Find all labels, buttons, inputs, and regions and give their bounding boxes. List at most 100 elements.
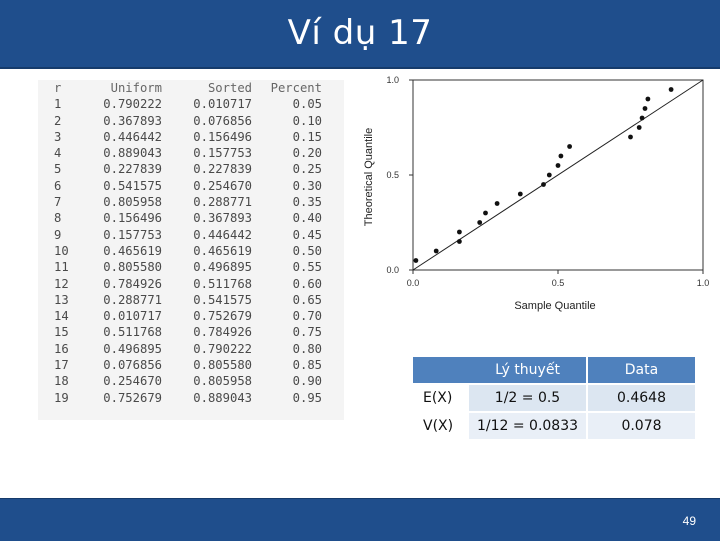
cell-percent: 0.20 [292, 146, 322, 161]
uniform-data-table: r Uniform Sorted Percent 1 0.790222 0.0107… [38, 80, 322, 406]
table-row: 5 0.227839 0.227839 0.25 [38, 161, 322, 177]
data-point [546, 172, 552, 178]
cell-uniform: 0.157753 [103, 227, 162, 242]
cell-percent: 0.65 [292, 292, 322, 307]
cell-sorted: 0.805958 [193, 374, 252, 389]
cell-uniform: 0.156496 [103, 211, 162, 226]
cell-uniform: 0.805580 [103, 260, 162, 275]
cell-sorted: 0.367893 [193, 211, 252, 226]
cell-sorted: 0.076856 [193, 113, 252, 128]
y-tick-label: 1.0 [386, 75, 399, 85]
cell-r: 10 [54, 243, 69, 258]
cell-uniform: 0.446442 [103, 129, 162, 144]
table-row: 8 0.156496 0.367893 0.40 [38, 210, 322, 226]
reference-line [412, 79, 704, 271]
table-header-row: r Uniform Sorted Percent [38, 80, 322, 96]
cell-percent: 0.70 [292, 309, 322, 324]
cell-r: 15 [54, 325, 69, 340]
x-tick-label: 0.5 [552, 278, 565, 288]
cell-uniform: 0.227839 [103, 162, 162, 177]
cell-uniform: 0.790222 [103, 97, 162, 112]
table-row: 18 0.254670 0.805958 0.90 [38, 373, 322, 389]
cell-r: 17 [54, 358, 69, 373]
cell-percent: 0.80 [292, 341, 322, 356]
data-point [642, 106, 648, 111]
cell-percent: 0.60 [292, 276, 322, 291]
data-point [413, 258, 419, 263]
table-row: 11 0.805580 0.496895 0.55 [38, 259, 322, 275]
cell-r: 6 [54, 178, 62, 193]
cell-percent: 0.40 [292, 211, 322, 226]
title-bar: Ví dụ 17 [0, 0, 720, 69]
table-row: 6 0.541575 0.254670 0.30 [38, 178, 322, 194]
stats-header-theory: Lý thuyết [469, 357, 586, 383]
cell-uniform: 0.752679 [103, 390, 162, 405]
data-point [558, 153, 564, 159]
stats-mean-data: 0.4648 [586, 385, 695, 411]
cell-percent: 0.90 [292, 374, 322, 389]
data-point [636, 125, 642, 130]
table-row: 10 0.465619 0.465619 0.50 [38, 243, 322, 259]
stats-header-row: Lý thuyết Data [413, 357, 695, 383]
cell-sorted: 0.288771 [193, 195, 252, 210]
cell-r: 18 [54, 374, 69, 389]
data-point [567, 144, 572, 149]
cell-uniform: 0.805958 [103, 195, 162, 210]
cell-sorted: 0.541575 [193, 292, 252, 307]
cell-uniform: 0.541575 [103, 178, 162, 193]
cell-uniform: 0.889043 [103, 146, 162, 161]
cell-r: 9 [54, 227, 62, 242]
y-tick-label: 0.5 [386, 170, 399, 180]
cell-r: 19 [54, 390, 69, 405]
cell-sorted: 0.254670 [193, 178, 252, 193]
cell-percent: 0.05 [292, 97, 322, 112]
data-point [433, 248, 439, 254]
stats-row-mean: E(X) 1/2 = 0.5 0.4648 [413, 385, 695, 411]
table-body: 1 0.790222 0.010717 0.05 2 0.367893 0.076856 0.… [38, 96, 322, 406]
cell-percent: 0.15 [292, 129, 322, 144]
data-point [517, 191, 523, 197]
col-header-uniform: Uniform [110, 81, 162, 95]
stats-mean-theory: 1/2 = 0.5 [469, 385, 586, 411]
data-point [555, 163, 561, 168]
footer-bar: 49 [0, 498, 720, 541]
cell-sorted: 0.465619 [193, 243, 252, 258]
data-point [483, 210, 488, 216]
cell-r: 1 [54, 97, 62, 112]
cell-uniform: 0.511768 [103, 325, 162, 340]
cell-sorted: 0.010717 [193, 97, 252, 112]
cell-uniform: 0.367893 [103, 113, 162, 128]
cell-r: 14 [54, 309, 69, 324]
cell-percent: 0.55 [292, 260, 322, 275]
table-row: 13 0.288771 0.541575 0.65 [38, 292, 322, 308]
cell-r: 7 [54, 195, 62, 210]
cell-percent: 0.95 [292, 390, 322, 405]
table-row: 17 0.076856 0.805580 0.85 [38, 357, 322, 373]
stats-corner-cell [413, 357, 469, 383]
cell-percent: 0.30 [292, 178, 322, 193]
stats-row-label-mean: E(X) [413, 385, 469, 411]
cell-r: 2 [54, 113, 62, 128]
y-axis-label: Theoretical Quantile [363, 128, 375, 226]
data-point [541, 182, 546, 187]
cell-r: 12 [54, 276, 69, 291]
cell-sorted: 0.156496 [193, 129, 252, 144]
col-header-r: r [54, 81, 62, 95]
stats-table: Lý thuyết Data E(X) 1/2 = 0.5 0.4648 V(X… [413, 355, 695, 441]
cell-percent: 0.35 [292, 195, 322, 210]
table-row: 7 0.805958 0.288771 0.35 [38, 194, 322, 210]
cell-r: 8 [54, 211, 62, 226]
cell-r: 16 [54, 341, 69, 356]
qq-plot: 0.0 0.5 1.0 0.0 0.5 1.0 Sample Quantile Theor… [363, 75, 709, 312]
table-row: 3 0.446442 0.156496 0.15 [38, 129, 322, 145]
cell-sorted: 0.889043 [193, 390, 252, 405]
y-tick-label: 0.0 [386, 265, 399, 275]
table-row: 14 0.010717 0.752679 0.70 [38, 308, 322, 324]
cell-sorted: 0.784926 [193, 325, 252, 340]
data-point [477, 220, 483, 225]
table-row: 4 0.889043 0.157753 0.20 [38, 145, 322, 161]
cell-uniform: 0.496895 [103, 341, 162, 356]
stats-header-data: Data [586, 357, 695, 383]
cell-sorted: 0.227839 [193, 162, 252, 177]
page-number: 49 [682, 514, 696, 528]
